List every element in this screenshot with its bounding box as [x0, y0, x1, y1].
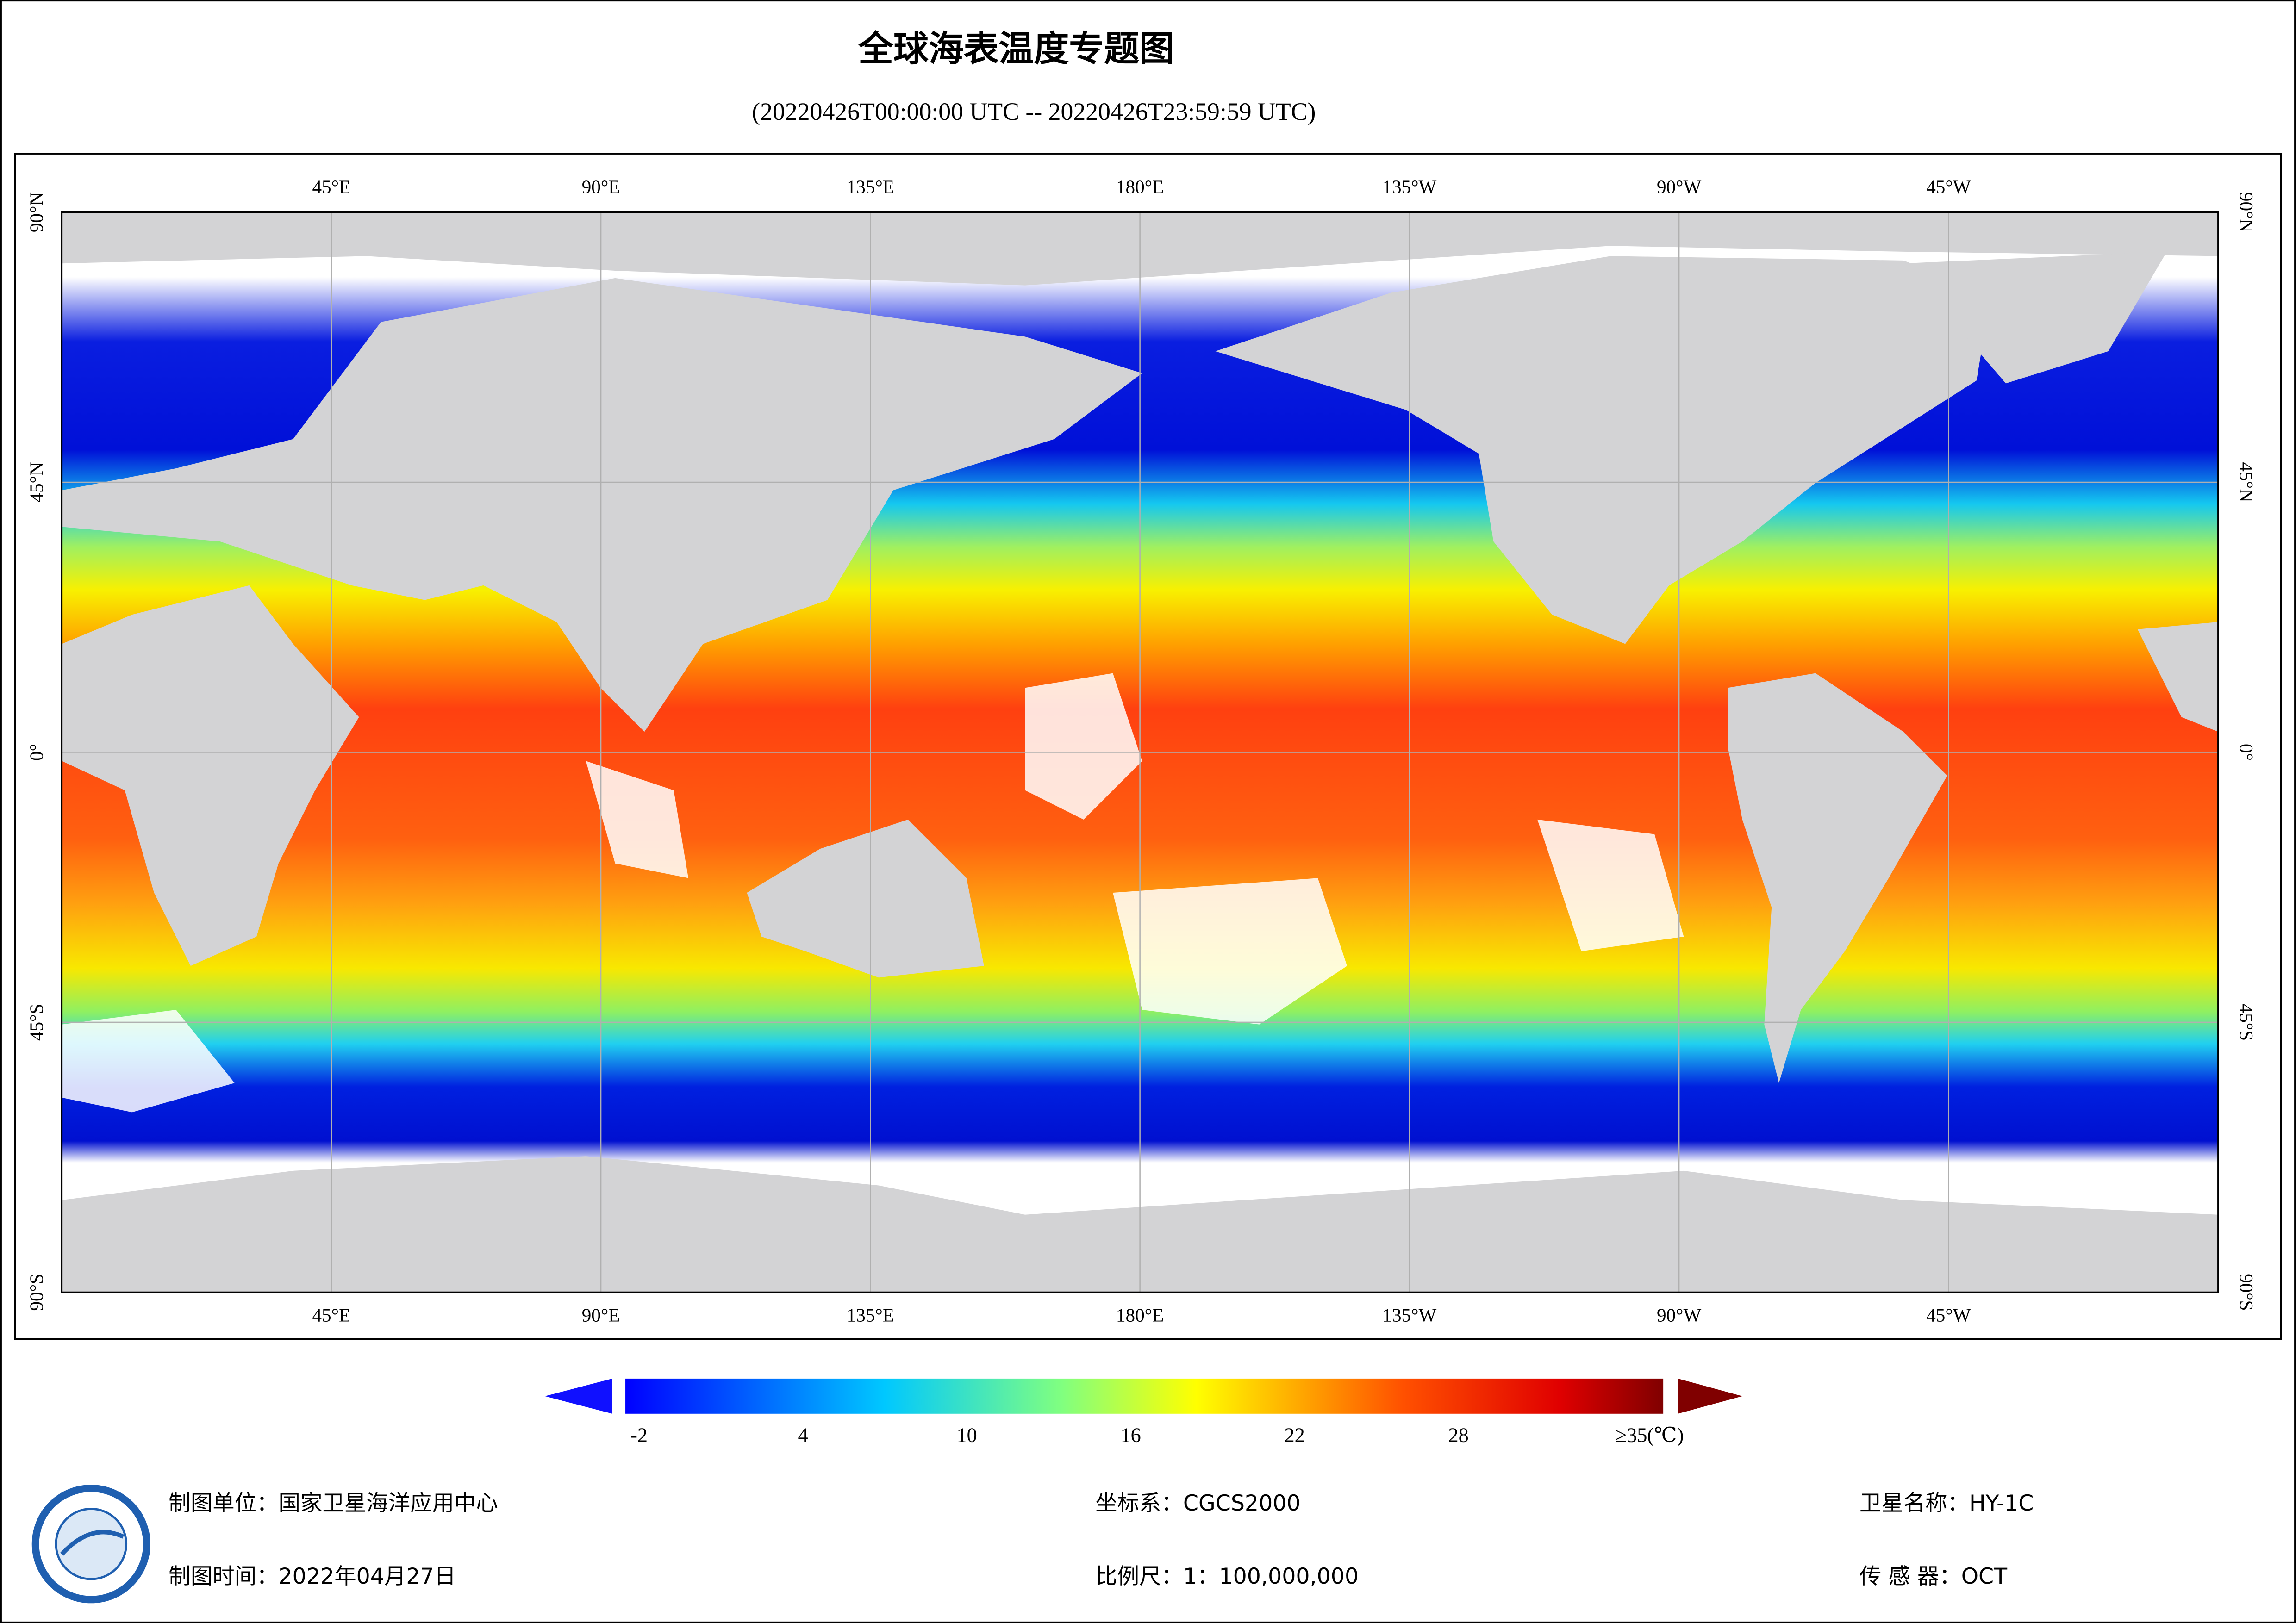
- lon-label-top: 135°W: [1382, 176, 1436, 197]
- lon-label-top: 45°W: [1926, 176, 1971, 197]
- lat-label-left: 90°N: [25, 192, 47, 232]
- lat-label-left: 45°N: [25, 462, 47, 502]
- lat-label-right: 90°N: [2236, 192, 2257, 232]
- footer-sensor: 传 感 器：OCT: [1859, 1564, 2008, 1589]
- lat-label-right: 0°: [2236, 744, 2257, 761]
- lon-label-bottom: 90°W: [1657, 1305, 1702, 1326]
- australia: [747, 819, 984, 978]
- coordinate-labels: 45°E 45°E 90°E 90°E 135°E 135°E 180°E 180°E 135°…: [25, 176, 2257, 1325]
- footer-unit: 制图单位：国家卫星海洋应用中心: [168, 1491, 498, 1516]
- colorbar-tick-label: 16: [1120, 1424, 1141, 1447]
- lon-label-bottom: 135°E: [847, 1305, 894, 1326]
- title: 全球海表温度专题图: [858, 29, 1174, 69]
- lon-label-bottom: 135°W: [1382, 1305, 1436, 1326]
- colorbar-low-arrow: [545, 1378, 612, 1414]
- lon-label-top: 135°E: [847, 176, 894, 197]
- footer: 制图单位：国家卫星海洋应用中心 制图时间：2022年04月27日 坐标系：CGC…: [168, 1491, 2034, 1589]
- africa-west: [2137, 622, 2218, 732]
- logo-globe: [55, 1507, 128, 1580]
- lon-label-bottom: 45°W: [1926, 1305, 1971, 1326]
- cloud: [1113, 878, 1348, 1025]
- greenland: [1903, 251, 2167, 384]
- map-border: [61, 211, 2219, 1293]
- lat-label-left: 45°S: [25, 1004, 47, 1041]
- colorbar-tick-label: 10: [956, 1424, 977, 1447]
- subtitle: (20220426T00:00:00 UTC -- 20220426T23:59…: [752, 98, 1316, 125]
- lat-label-left: 0°: [25, 744, 47, 761]
- lat-label-right: 90°S: [2236, 1274, 2257, 1311]
- africa: [62, 585, 359, 966]
- cloud: [586, 761, 689, 878]
- map-frame: [14, 153, 2282, 1340]
- lon-label-bottom: 45°E: [312, 1305, 350, 1326]
- footer-crs: 坐标系：CGCS2000: [1095, 1491, 1300, 1516]
- logo: [31, 1485, 150, 1604]
- colorbar-tick-label: 28: [1448, 1424, 1468, 1447]
- cloud: [1537, 819, 1684, 951]
- colorbar-high-arrow: [1678, 1378, 1742, 1414]
- lon-label-top: 45°E: [312, 176, 350, 197]
- colorbar-tick-label: ≥35(℃): [1616, 1424, 1684, 1447]
- cloud: [62, 1009, 235, 1113]
- colorbar-tick-label: 4: [798, 1424, 808, 1447]
- footer-satellite: 卫星名称：HY-1C: [1859, 1491, 2034, 1516]
- lon-label-top: 90°E: [582, 176, 620, 197]
- graticule: [62, 212, 2218, 1293]
- lat-label-right: 45°N: [2236, 462, 2257, 502]
- footer-date: 制图时间：2022年04月27日: [168, 1564, 456, 1589]
- colorbar: -2 4 10 16 22 28 ≥35(℃): [545, 1378, 1742, 1447]
- cloud-gaps: [62, 673, 1684, 1113]
- colorbar-tick-label: -2: [630, 1424, 648, 1447]
- colorbar-ticks: -2 4 10 16 22 28 ≥35(℃): [630, 1424, 1684, 1447]
- cloud: [1025, 673, 1142, 820]
- map: [61, 211, 2219, 1293]
- lon-label-bottom: 90°E: [582, 1305, 620, 1326]
- colorbar-tick-label: 22: [1284, 1424, 1304, 1447]
- colorbar-scale: [625, 1378, 1664, 1414]
- lon-label-top: 90°W: [1657, 176, 1702, 197]
- lat-label-right: 45°S: [2236, 1004, 2257, 1041]
- lat-label-left: 90°S: [25, 1274, 47, 1311]
- south-america: [1728, 673, 1947, 1083]
- lon-label-top: 180°E: [1116, 176, 1164, 197]
- footer-scale: 比例尺：1：100,000,000: [1095, 1564, 1359, 1589]
- logo-orbit: [60, 1530, 125, 1556]
- lon-label-bottom: 180°E: [1116, 1305, 1164, 1326]
